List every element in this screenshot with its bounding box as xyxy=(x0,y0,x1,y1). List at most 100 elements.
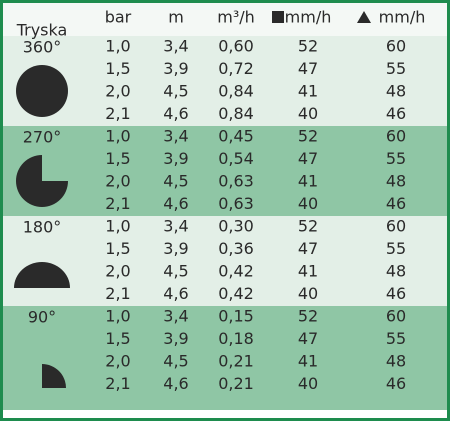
column-header: mm/h xyxy=(285,8,332,27)
cell: 2,1 xyxy=(105,374,130,393)
cell: 3,4 xyxy=(163,127,188,146)
cell: 41 xyxy=(298,352,318,371)
cell: 3,4 xyxy=(163,37,188,56)
three-quarter-icon xyxy=(16,155,68,207)
cell: 0,84 xyxy=(218,104,254,123)
cell: 55 xyxy=(386,59,406,78)
cell: 2,1 xyxy=(105,194,130,213)
cell: 46 xyxy=(386,104,406,123)
cell: 55 xyxy=(386,239,406,258)
cell: 1,5 xyxy=(105,329,130,348)
column-header: m xyxy=(168,8,184,27)
cell: 40 xyxy=(298,194,318,213)
cell: 2,0 xyxy=(105,352,130,371)
angle-label: 180° xyxy=(23,218,62,237)
cell: 55 xyxy=(386,149,406,168)
group-band xyxy=(3,126,447,216)
cell: 0,30 xyxy=(218,217,254,236)
cell: 40 xyxy=(298,104,318,123)
cell: 0,54 xyxy=(218,149,254,168)
cell: 2,0 xyxy=(105,172,130,191)
cell: 4,6 xyxy=(163,374,188,393)
cell: 1,0 xyxy=(105,127,130,146)
column-header: m³/h xyxy=(217,8,255,27)
cell: 3,9 xyxy=(163,59,188,78)
cell: 0,21 xyxy=(218,352,254,371)
cell: 4,6 xyxy=(163,284,188,303)
cell: 3,9 xyxy=(163,239,188,258)
cell: 1,0 xyxy=(105,217,130,236)
cell: 3,4 xyxy=(163,307,188,326)
cell: 46 xyxy=(386,284,406,303)
cell: 52 xyxy=(298,127,318,146)
full-circle-icon xyxy=(16,65,68,117)
cell: 4,5 xyxy=(163,172,188,191)
cell: 48 xyxy=(386,352,406,371)
cell: 60 xyxy=(386,37,406,56)
cell: 3,9 xyxy=(163,329,188,348)
cell: 0,18 xyxy=(218,329,254,348)
cell: 4,5 xyxy=(163,262,188,281)
cell: 60 xyxy=(386,307,406,326)
cell: 47 xyxy=(298,329,318,348)
cell: 0,60 xyxy=(218,37,254,56)
group-band xyxy=(3,306,447,410)
cell: 4,5 xyxy=(163,82,188,101)
cell: 4,5 xyxy=(163,352,188,371)
cell: 41 xyxy=(298,172,318,191)
cell: 0,72 xyxy=(218,59,254,78)
cell: 0,42 xyxy=(218,262,254,281)
cell: 55 xyxy=(386,329,406,348)
cell: 52 xyxy=(298,37,318,56)
cell: 0,63 xyxy=(218,194,254,213)
cell: 41 xyxy=(298,262,318,281)
cell: 60 xyxy=(386,127,406,146)
cell: 1,0 xyxy=(105,307,130,326)
cell: 2,0 xyxy=(105,82,130,101)
cell: 1,5 xyxy=(105,59,130,78)
cell: 52 xyxy=(298,217,318,236)
cell: 41 xyxy=(298,82,318,101)
cell: 47 xyxy=(298,59,318,78)
cell: 2,1 xyxy=(105,284,130,303)
cell: 0,45 xyxy=(218,127,254,146)
cell: 4,6 xyxy=(163,104,188,123)
cell: 3,4 xyxy=(163,217,188,236)
cell: 0,84 xyxy=(218,82,254,101)
cell: 40 xyxy=(298,284,318,303)
cell: 3,9 xyxy=(163,149,188,168)
quarter-icon xyxy=(42,364,66,388)
cell: 2,0 xyxy=(105,262,130,281)
angle-label: 270° xyxy=(23,128,62,147)
cell: 48 xyxy=(386,172,406,191)
cell: 0,21 xyxy=(218,374,254,393)
triangle-icon xyxy=(357,11,371,23)
cell: 46 xyxy=(386,374,406,393)
cell: 60 xyxy=(386,217,406,236)
cell: 0,63 xyxy=(218,172,254,191)
cell: 0,36 xyxy=(218,239,254,258)
cell: 2,1 xyxy=(105,104,130,123)
group-band xyxy=(3,36,447,126)
angle-label: 90° xyxy=(28,308,56,327)
angle-label: 360° xyxy=(23,38,62,57)
cell: 46 xyxy=(386,194,406,213)
cell: 0,42 xyxy=(218,284,254,303)
cell: 47 xyxy=(298,239,318,258)
square-icon xyxy=(272,11,284,23)
cell: 1,5 xyxy=(105,149,130,168)
cell: 47 xyxy=(298,149,318,168)
half-circle-icon xyxy=(14,262,70,288)
column-header: mm/h xyxy=(379,8,426,27)
cell: 40 xyxy=(298,374,318,393)
cell: 48 xyxy=(386,82,406,101)
group-band xyxy=(3,216,447,306)
cell: 52 xyxy=(298,307,318,326)
cell: 1,5 xyxy=(105,239,130,258)
cell: 48 xyxy=(386,262,406,281)
column-header: bar xyxy=(105,8,132,27)
cell: 0,15 xyxy=(218,307,254,326)
nozzle-header: Tryska xyxy=(16,21,68,40)
cell: 1,0 xyxy=(105,37,130,56)
